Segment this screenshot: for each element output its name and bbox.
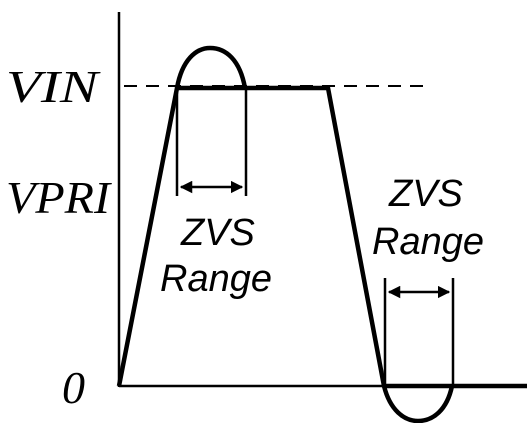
zvs-left-label-line1: ZVS [180, 212, 255, 254]
zvs-left-label-line2: Range [160, 258, 272, 300]
vpri-label: VPRI [6, 172, 113, 223]
vin-label: VIN [6, 61, 101, 112]
resonant-ringing-top [174, 45, 248, 89]
resonant-ringing-bottom [381, 385, 455, 423]
zvs-right-label-line1: ZVS [388, 173, 463, 215]
zero-label: 0 [62, 362, 85, 413]
primary-voltage-waveform [116, 85, 527, 389]
zvs-right-label-line2: Range [372, 221, 484, 263]
